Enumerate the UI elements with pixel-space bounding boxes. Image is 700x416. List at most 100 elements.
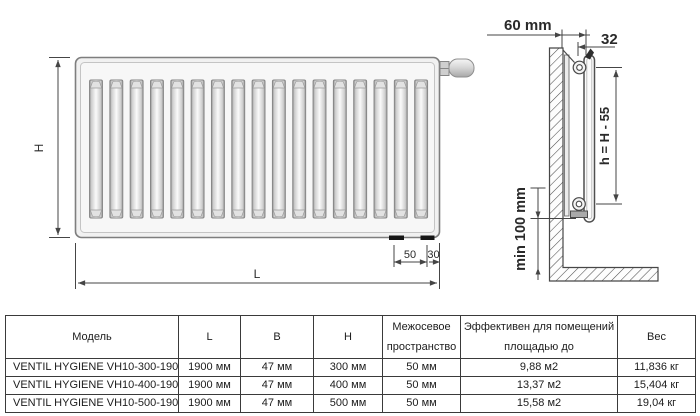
top-bracket-arm (562, 49, 575, 63)
radiator-slot (251, 79, 266, 219)
wall-offset-label: 60 mm (504, 17, 552, 34)
radiator-side-profile (583, 54, 596, 223)
slot-bottom-chamfer (374, 209, 387, 217)
side-view: 60 mm 32 h = H - 55 min 100 mm (487, 17, 659, 282)
radiator-slot (190, 79, 205, 219)
radiator-slot (150, 79, 164, 219)
col-header-axial-spacing: Межосевое пространство (382, 315, 461, 359)
bottom-bracket-pin (575, 200, 583, 208)
cell-effective-area: 13,37 м2 (460, 376, 618, 395)
radiator-slot (393, 79, 408, 219)
spec-table: Модель L B H Межосевое пространство Эффе… (5, 315, 696, 413)
radiator-slot (89, 79, 103, 219)
radiator-slot (129, 79, 144, 219)
radiator-technical-drawing: H L 50 30 (32, 17, 659, 289)
slot-top-chamfer (414, 81, 428, 89)
cell-axial-spacing: 50 мм (382, 394, 461, 413)
col-header-H: H (313, 315, 383, 359)
slot-bottom-chamfer (191, 209, 204, 217)
arrow-32-left (578, 44, 585, 50)
dim-floor-clearance (530, 187, 576, 280)
slot-top-chamfer (211, 81, 225, 89)
slot-bottom-chamfer (313, 209, 326, 217)
valve-head (448, 58, 475, 78)
cell-L: 1900 мм (178, 394, 241, 413)
radiator-slot (373, 79, 388, 219)
cell-weight: 19,04 кг (617, 394, 696, 413)
slot-top-chamfer (313, 81, 326, 89)
col-header-effective-area: Эффективен для помещений площадью до (460, 315, 618, 359)
slot-top-chamfer (252, 81, 265, 89)
dim-60mm (487, 29, 590, 55)
slot-bottom-chamfer (353, 209, 367, 217)
radiator-slot (170, 79, 185, 219)
spec-table-container: Модель L B H Межосевое пространство Эффе… (5, 315, 696, 413)
radiator-slot (414, 79, 429, 219)
arrow-min100-top (535, 211, 541, 219)
slot-top-chamfer (353, 81, 367, 89)
cell-L: 1900 мм (178, 376, 241, 395)
slot-bottom-chamfer (414, 209, 428, 217)
dim-50-30 (393, 245, 441, 267)
radiator-slot (231, 79, 246, 219)
dim-height-H (49, 57, 70, 238)
slot-top-chamfer (374, 81, 387, 89)
slot-bottom-chamfer (130, 209, 143, 217)
radiator-slot (292, 79, 307, 219)
top-bracket-hook (585, 48, 594, 60)
slot-bottom-chamfer (252, 209, 265, 217)
top-bracket-pin (576, 64, 583, 71)
dim-50-label: 50 (404, 249, 416, 261)
slot-bottom-chamfer (171, 209, 184, 217)
slot-bottom-chamfer (333, 209, 347, 217)
dim-32-label: 32 (601, 31, 618, 48)
dim-bracket-height (596, 67, 622, 205)
bracket-height-label: h = H - 55 (597, 107, 612, 165)
arrow-60-left (555, 32, 562, 38)
slot-bottom-chamfer (150, 209, 164, 217)
radiator-slot (210, 79, 225, 219)
table-row: VENTIL HYGIENE VH10-400-1900 1900 мм 47 … (5, 376, 696, 395)
radiator-slot (271, 79, 286, 219)
slot-bottom-chamfer (394, 209, 407, 217)
table-row: VENTIL HYGIENE VH10-500-1900 1900 мм 47 … (5, 394, 696, 413)
cell-effective-area: 9,88 м2 (460, 358, 618, 377)
radiator-slot (353, 79, 368, 219)
slot-bottom-chamfer (232, 209, 245, 217)
cell-weight: 15,404 кг (617, 376, 696, 395)
arrow-min100-bottom (535, 268, 541, 275)
slot-bottom-chamfer (89, 209, 103, 217)
col-header-weight: Вес (617, 315, 696, 359)
slot-top-chamfer (150, 81, 164, 89)
col-header-L: L (178, 315, 241, 359)
floor-clearance-label: min 100 mm (513, 187, 529, 271)
slot-bottom-chamfer (272, 209, 286, 217)
slot-top-chamfer (394, 81, 407, 89)
front-view: H L 50 30 (32, 56, 475, 289)
cell-effective-area: 15,58 м2 (460, 394, 618, 413)
slot-bottom-chamfer (293, 209, 306, 217)
radiator-slots (89, 79, 429, 219)
thermostatic-valve (439, 58, 475, 78)
slot-top-chamfer (333, 81, 347, 89)
connection-tab-right (420, 235, 435, 240)
cell-axial-spacing: 50 мм (382, 358, 461, 377)
slot-top-chamfer (130, 81, 143, 89)
slot-top-chamfer (232, 81, 245, 89)
cell-H: 300 мм (313, 358, 383, 377)
cell-model: VENTIL HYGIENE VH10-400-1900 (5, 376, 179, 395)
table-header-row: Модель L B H Межосевое пространство Эффе… (5, 315, 696, 359)
slot-top-chamfer (110, 81, 123, 89)
cell-axial-spacing: 50 мм (382, 376, 461, 395)
arrow-60-right (579, 32, 586, 38)
slot-top-chamfer (191, 81, 204, 89)
cell-H: 500 мм (313, 394, 383, 413)
bottom-bracket-foot (570, 210, 588, 218)
cell-weight: 11,836 кг (617, 358, 696, 377)
dim-30-label: 30 (427, 249, 439, 261)
cell-L: 1900 мм (178, 358, 241, 377)
table-row: VENTIL HYGIENE VH10-300-1900 1900 мм 47 … (5, 358, 696, 377)
cell-model: VENTIL HYGIENE VH10-500-1900 (5, 394, 179, 413)
cell-B: 47 мм (240, 358, 314, 377)
